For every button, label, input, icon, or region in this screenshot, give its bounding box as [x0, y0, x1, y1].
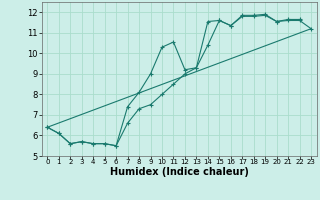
X-axis label: Humidex (Indice chaleur): Humidex (Indice chaleur) — [110, 167, 249, 177]
